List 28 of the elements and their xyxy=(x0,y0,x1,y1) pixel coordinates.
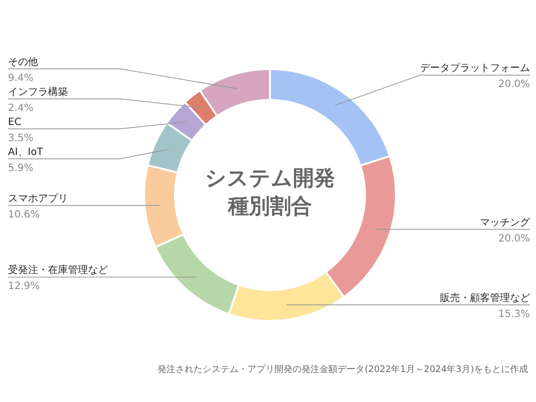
slice-label: 受発注・在庫管理など xyxy=(8,264,108,276)
data-label: 3.5% xyxy=(8,132,34,144)
text: 発注されたシステム・アプリ開発の発注金額データ(2022年1月～2024年3月)をもとに作成 xyxy=(158,364,528,375)
data-label: 10.6% xyxy=(8,209,40,220)
donut-slice xyxy=(145,166,182,246)
donut-slice xyxy=(186,92,216,124)
donut-slice xyxy=(270,70,389,164)
donut-slice xyxy=(201,70,270,115)
data-label: 20.0% xyxy=(498,233,530,244)
slice-label: マッチング xyxy=(480,217,531,228)
slice-label: EC xyxy=(8,116,22,128)
donut-slice xyxy=(230,273,343,320)
slice-label: その他 xyxy=(8,56,38,68)
slice-label: 販売・顧客管理など xyxy=(440,292,530,304)
data-label: 15.3% xyxy=(498,308,530,320)
data-label: 20.0% xyxy=(498,79,530,90)
donut-slice xyxy=(148,124,191,172)
data-label: 2.4% xyxy=(8,102,34,114)
slice-label: データプラットフォーム xyxy=(420,62,530,74)
donut-slice xyxy=(168,103,204,140)
slice-label: インフラ構築 xyxy=(8,86,68,98)
data-label: 5.9% xyxy=(8,162,34,174)
slice-label: AI、IoT xyxy=(8,146,44,158)
text: システム開発種別割合 xyxy=(205,166,335,218)
data-label: 12.9% xyxy=(8,281,40,292)
data-label: 9.4% xyxy=(8,72,34,84)
donut-slice xyxy=(156,236,238,313)
slice-label: スマホアプリ xyxy=(8,192,68,204)
